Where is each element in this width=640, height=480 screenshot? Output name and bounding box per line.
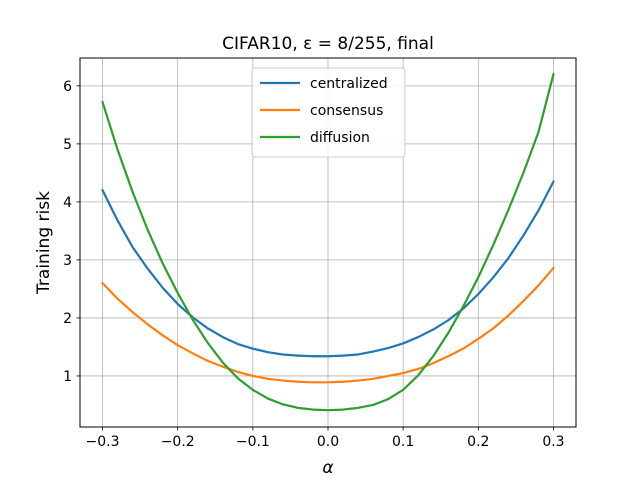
x-tick-label: −0.3: [86, 434, 120, 450]
series-line-diffusion: [101, 72, 555, 412]
y-tick-label: 5: [63, 137, 72, 153]
x-tick-label: −0.2: [161, 434, 195, 450]
legend-box: [251, 67, 406, 158]
legend-label-centralized: centralized: [310, 76, 388, 92]
y-tick-label: 6: [63, 79, 72, 95]
x-tick-label: 0.1: [392, 434, 414, 450]
legend-label-diffusion: diffusion: [310, 130, 370, 146]
y-tick-label: 4: [63, 195, 72, 211]
legend: centralized consensus diffusion: [251, 67, 406, 158]
x-tick-label: −0.1: [236, 434, 270, 450]
legend-label-consensus: consensus: [310, 103, 383, 119]
x-tick-label: 0.2: [467, 434, 489, 450]
x-tick-label: 0.3: [542, 434, 564, 450]
x-tick-label: 0.0: [317, 434, 339, 450]
y-tick-label: 2: [63, 311, 72, 327]
series-line-centralized: [101, 180, 555, 358]
axis-ticks: −0.3 −0.2 −0.1 0.0 0.1 0.2 0.3 1 2 3 4 5 6: [63, 79, 565, 450]
y-tick-label: 1: [63, 369, 72, 385]
y-tick-label: 3: [63, 253, 72, 269]
plot-series: [100, 72, 556, 412]
y-axis-title: Training risk: [34, 191, 54, 295]
chart-title: CIFAR10, ε = 8/255, final: [222, 34, 434, 54]
series-line-consensus: [100, 266, 556, 384]
x-axis-title: α: [322, 458, 333, 478]
